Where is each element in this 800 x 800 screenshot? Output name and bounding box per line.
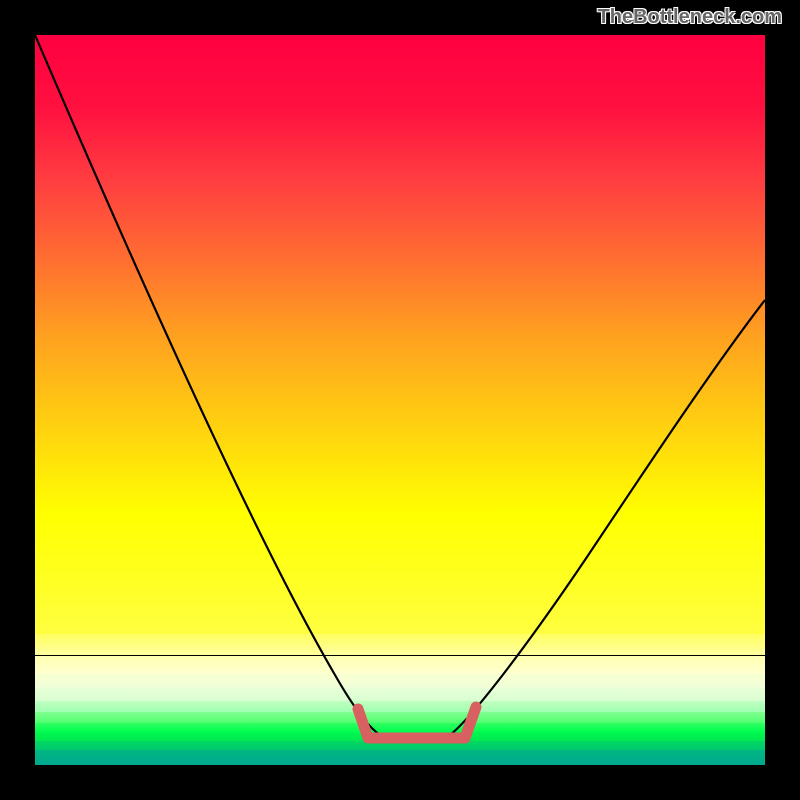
curve-overlay xyxy=(35,35,765,765)
watermark-text: TheBottleneck.com xyxy=(598,6,782,29)
plot-area xyxy=(35,35,765,765)
bottom-bracket xyxy=(358,707,476,738)
left-curve xyxy=(35,35,380,735)
right-curve xyxy=(450,300,765,735)
